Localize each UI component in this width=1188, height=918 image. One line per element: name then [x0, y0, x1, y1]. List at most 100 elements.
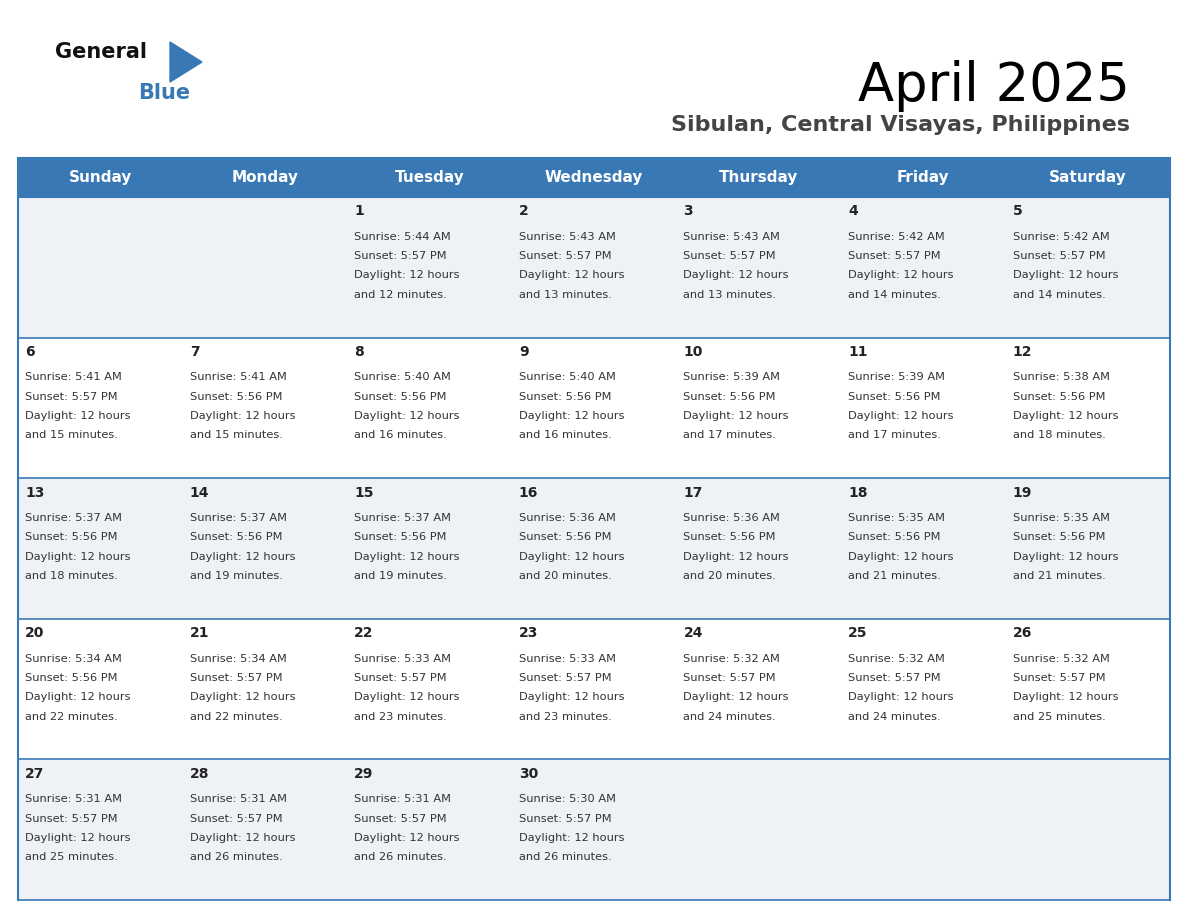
Text: Sunrise: 5:32 AM: Sunrise: 5:32 AM — [1012, 654, 1110, 664]
Bar — [841, 338, 1005, 478]
Text: Daylight: 12 hours: Daylight: 12 hours — [519, 552, 625, 562]
Text: 20: 20 — [25, 626, 44, 640]
Text: Daylight: 12 hours: Daylight: 12 hours — [190, 692, 295, 702]
Bar — [1005, 338, 1170, 478]
Text: Sunset: 5:57 PM: Sunset: 5:57 PM — [519, 252, 612, 261]
Bar — [841, 197, 1005, 338]
Text: Sunset: 5:56 PM: Sunset: 5:56 PM — [683, 532, 776, 543]
Text: and 16 minutes.: and 16 minutes. — [519, 431, 612, 441]
Text: Sunset: 5:56 PM: Sunset: 5:56 PM — [848, 532, 941, 543]
Text: Sunset: 5:57 PM: Sunset: 5:57 PM — [190, 673, 283, 683]
Text: 24: 24 — [683, 626, 703, 640]
Text: and 18 minutes.: and 18 minutes. — [25, 571, 118, 581]
Text: Sunrise: 5:38 AM: Sunrise: 5:38 AM — [1012, 373, 1110, 383]
Text: and 20 minutes.: and 20 minutes. — [683, 571, 776, 581]
Text: Sunset: 5:57 PM: Sunset: 5:57 PM — [354, 673, 447, 683]
Text: Sunset: 5:57 PM: Sunset: 5:57 PM — [190, 813, 283, 823]
Text: Daylight: 12 hours: Daylight: 12 hours — [354, 692, 460, 702]
Text: and 19 minutes.: and 19 minutes. — [354, 571, 447, 581]
Bar — [18, 478, 183, 619]
Text: Sunset: 5:56 PM: Sunset: 5:56 PM — [25, 673, 118, 683]
Text: Daylight: 12 hours: Daylight: 12 hours — [683, 552, 789, 562]
Text: and 23 minutes.: and 23 minutes. — [519, 711, 612, 722]
Text: and 19 minutes.: and 19 minutes. — [190, 571, 283, 581]
Text: and 25 minutes.: and 25 minutes. — [1012, 711, 1105, 722]
Text: Sunrise: 5:35 AM: Sunrise: 5:35 AM — [848, 513, 944, 523]
Text: 17: 17 — [683, 486, 703, 499]
Text: and 14 minutes.: and 14 minutes. — [848, 290, 941, 299]
Bar — [512, 619, 676, 759]
Text: and 22 minutes.: and 22 minutes. — [25, 711, 118, 722]
Text: Sunrise: 5:37 AM: Sunrise: 5:37 AM — [190, 513, 286, 523]
Text: Sunrise: 5:40 AM: Sunrise: 5:40 AM — [519, 373, 615, 383]
Text: Sunset: 5:56 PM: Sunset: 5:56 PM — [190, 392, 283, 402]
Bar — [347, 478, 512, 619]
Bar — [841, 619, 1005, 759]
Text: Sunset: 5:57 PM: Sunset: 5:57 PM — [519, 813, 612, 823]
Text: Monday: Monday — [232, 170, 298, 185]
Text: Sunrise: 5:30 AM: Sunrise: 5:30 AM — [519, 794, 615, 804]
Text: Daylight: 12 hours: Daylight: 12 hours — [519, 411, 625, 421]
Text: Saturday: Saturday — [1049, 170, 1126, 185]
Text: and 17 minutes.: and 17 minutes. — [683, 431, 776, 441]
Bar — [676, 478, 841, 619]
Text: Daylight: 12 hours: Daylight: 12 hours — [1012, 271, 1118, 280]
Text: Daylight: 12 hours: Daylight: 12 hours — [190, 411, 295, 421]
Text: 13: 13 — [25, 486, 44, 499]
Text: and 25 minutes.: and 25 minutes. — [25, 852, 118, 862]
Bar — [18, 197, 183, 338]
Text: Sunrise: 5:44 AM: Sunrise: 5:44 AM — [354, 232, 451, 241]
Text: Daylight: 12 hours: Daylight: 12 hours — [190, 552, 295, 562]
Text: and 24 minutes.: and 24 minutes. — [683, 711, 776, 722]
Text: 19: 19 — [1012, 486, 1032, 499]
Text: Daylight: 12 hours: Daylight: 12 hours — [25, 692, 131, 702]
Text: General: General — [55, 42, 147, 62]
Text: and 26 minutes.: and 26 minutes. — [354, 852, 447, 862]
Text: Sunrise: 5:37 AM: Sunrise: 5:37 AM — [25, 513, 122, 523]
Text: and 23 minutes.: and 23 minutes. — [354, 711, 447, 722]
Bar — [183, 338, 347, 478]
Text: Sunrise: 5:31 AM: Sunrise: 5:31 AM — [25, 794, 122, 804]
Text: Sunrise: 5:34 AM: Sunrise: 5:34 AM — [190, 654, 286, 664]
Text: 7: 7 — [190, 345, 200, 359]
Text: Sunset: 5:57 PM: Sunset: 5:57 PM — [1012, 673, 1105, 683]
Text: Daylight: 12 hours: Daylight: 12 hours — [519, 833, 625, 843]
Text: Daylight: 12 hours: Daylight: 12 hours — [1012, 692, 1118, 702]
Text: 5: 5 — [1012, 205, 1023, 218]
Text: Sunset: 5:57 PM: Sunset: 5:57 PM — [354, 252, 447, 261]
Text: Sunset: 5:57 PM: Sunset: 5:57 PM — [1012, 252, 1105, 261]
Bar — [676, 338, 841, 478]
Text: Daylight: 12 hours: Daylight: 12 hours — [848, 411, 954, 421]
Bar — [841, 478, 1005, 619]
Text: Daylight: 12 hours: Daylight: 12 hours — [519, 271, 625, 280]
Text: 30: 30 — [519, 767, 538, 780]
Text: Sunset: 5:56 PM: Sunset: 5:56 PM — [354, 532, 447, 543]
Text: Sunset: 5:57 PM: Sunset: 5:57 PM — [683, 673, 776, 683]
Text: Sunset: 5:57 PM: Sunset: 5:57 PM — [683, 252, 776, 261]
Text: Sunset: 5:56 PM: Sunset: 5:56 PM — [519, 392, 612, 402]
Text: Tuesday: Tuesday — [394, 170, 465, 185]
Text: April 2025: April 2025 — [858, 60, 1130, 112]
Text: Daylight: 12 hours: Daylight: 12 hours — [190, 833, 295, 843]
Text: Daylight: 12 hours: Daylight: 12 hours — [683, 271, 789, 280]
Text: and 13 minutes.: and 13 minutes. — [683, 290, 776, 299]
Text: Wednesday: Wednesday — [545, 170, 643, 185]
Text: 9: 9 — [519, 345, 529, 359]
Text: 4: 4 — [848, 205, 858, 218]
Text: Sunset: 5:57 PM: Sunset: 5:57 PM — [848, 252, 941, 261]
Bar — [18, 619, 183, 759]
Text: Sunset: 5:56 PM: Sunset: 5:56 PM — [848, 392, 941, 402]
Text: Sunrise: 5:37 AM: Sunrise: 5:37 AM — [354, 513, 451, 523]
Text: Sunset: 5:57 PM: Sunset: 5:57 PM — [25, 392, 118, 402]
Text: and 21 minutes.: and 21 minutes. — [848, 571, 941, 581]
Bar — [347, 197, 512, 338]
Text: Sunrise: 5:42 AM: Sunrise: 5:42 AM — [1012, 232, 1110, 241]
Bar — [512, 197, 676, 338]
Text: Daylight: 12 hours: Daylight: 12 hours — [848, 552, 954, 562]
Bar — [1005, 759, 1170, 900]
Text: Sunset: 5:57 PM: Sunset: 5:57 PM — [25, 813, 118, 823]
Text: 28: 28 — [190, 767, 209, 780]
Text: and 20 minutes.: and 20 minutes. — [519, 571, 612, 581]
Bar — [1005, 478, 1170, 619]
Text: Daylight: 12 hours: Daylight: 12 hours — [354, 552, 460, 562]
